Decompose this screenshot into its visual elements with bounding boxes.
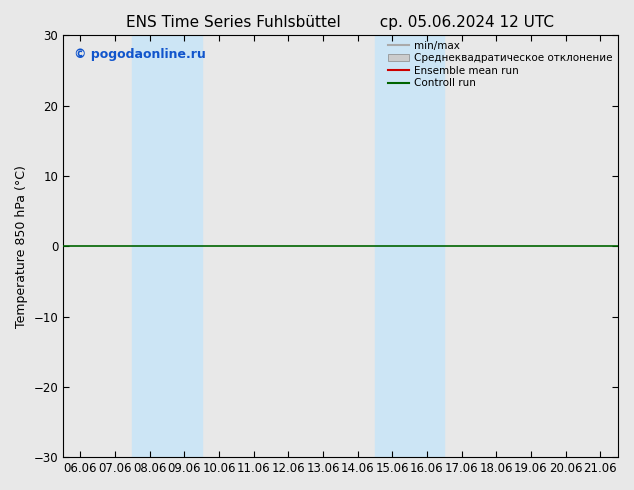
Y-axis label: Temperature 850 hPa (°C): Temperature 850 hPa (°C) <box>15 165 28 328</box>
Bar <box>133 35 202 457</box>
Text: © pogodaonline.ru: © pogodaonline.ru <box>74 48 206 61</box>
Legend: min/max, Среднеквадратическое отклонение, Ensemble mean run, Controll run: min/max, Среднеквадратическое отклонение… <box>385 38 614 91</box>
Title: ENS Time Series Fuhlsbüttel        ср. 05.06.2024 12 UTC: ENS Time Series Fuhlsbüttel ср. 05.06.20… <box>126 15 554 30</box>
Bar <box>375 35 444 457</box>
